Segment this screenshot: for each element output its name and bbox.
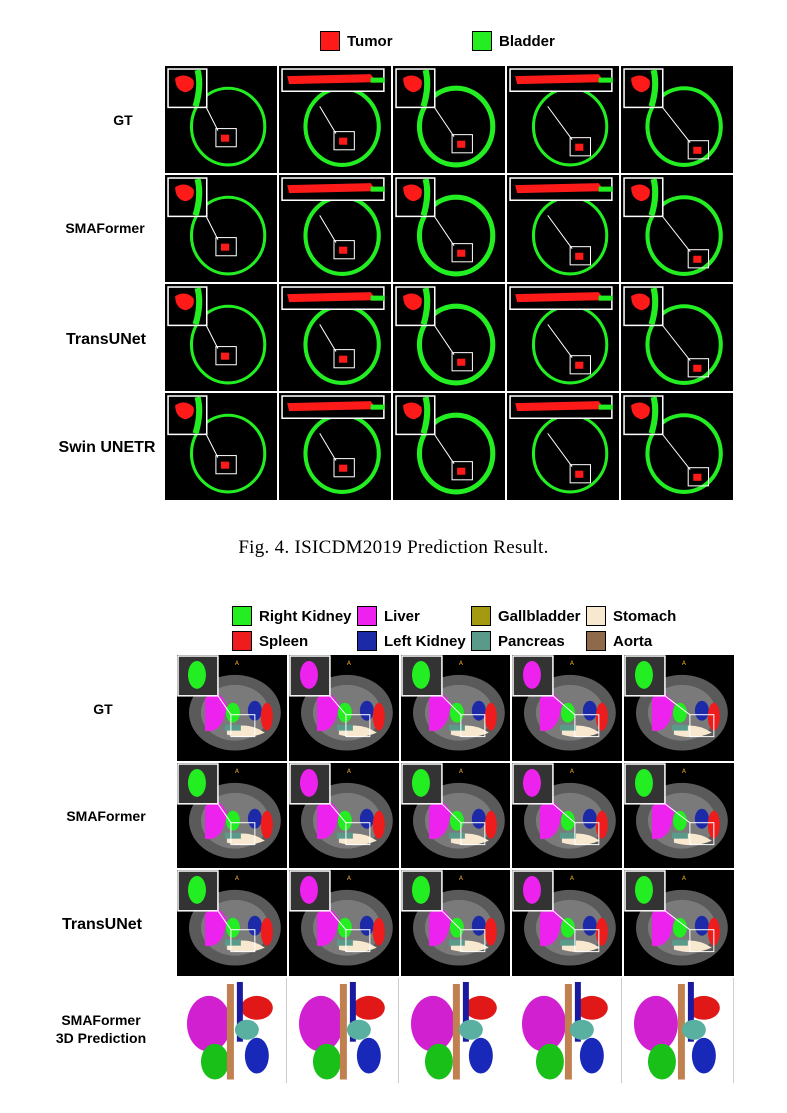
fig5-3d-render-image	[624, 977, 734, 1083]
pancreas-swatch	[471, 631, 491, 651]
tumor-swatch	[320, 31, 340, 51]
liver-swatch	[357, 606, 377, 626]
bladder-swatch	[472, 31, 492, 51]
fig4-panel-image	[507, 66, 619, 173]
gallbladder-swatch	[471, 606, 491, 626]
fig5-ct-panel-image: A	[512, 762, 623, 868]
legend-left-kidney-label: Left Kidney	[384, 632, 466, 650]
svg-text:A: A	[235, 767, 240, 774]
fig5-3d-render-image	[288, 977, 399, 1083]
legend-aorta-label: Aorta	[613, 632, 653, 650]
fig4-panel-image	[393, 393, 505, 500]
fig5-3d-render-image	[177, 977, 287, 1083]
svg-text:A: A	[347, 767, 352, 774]
legend-right-kidney-label: Right Kidney	[259, 607, 352, 625]
fig5-row-label-3d-line2: 3D Prediction	[55, 1029, 147, 1046]
fig5-ct-panel-image: A	[624, 870, 734, 976]
legend-spleen-label: Spleen	[259, 632, 309, 650]
fig5-ct-panel-image: A	[177, 655, 287, 761]
legend-gallbladder: Gallbladder	[471, 606, 581, 626]
svg-text:A: A	[347, 660, 352, 667]
left-kidney-swatch	[357, 631, 377, 651]
legend-liver: Liver	[357, 606, 420, 626]
svg-text:A: A	[235, 660, 240, 667]
svg-text:A: A	[458, 660, 463, 667]
fig4-panel-image	[279, 66, 391, 173]
fig5-ct-panel-image: A	[624, 655, 734, 761]
fig4-row-label-transunet: TransUNet	[65, 331, 147, 348]
legend-pancreas: Pancreas	[471, 631, 565, 651]
fig4-panel-image	[507, 393, 619, 500]
fig5-3d-render-image	[400, 977, 511, 1083]
svg-text:A: A	[458, 875, 463, 882]
fig5-ct-panel-image: A	[288, 655, 399, 761]
fig4-panel-image	[393, 284, 505, 391]
legend-liver-label: Liver	[384, 607, 420, 625]
fig5-ct-panel-image: A	[177, 762, 287, 868]
svg-text:A: A	[570, 875, 575, 882]
legend-aorta: Aorta	[586, 631, 652, 651]
fig4-panel-image	[393, 66, 505, 173]
fig5-row-label-gt: GT	[93, 701, 113, 717]
fig4-panel-image	[279, 284, 391, 391]
stomach-swatch	[586, 606, 606, 626]
legend-gallbladder-label: Gallbladder	[498, 607, 581, 625]
fig5-ct-panel-image: A	[288, 870, 399, 976]
legend-right-kidney: Right Kidney	[232, 606, 352, 626]
fig5-row-label-3d: SMAFormer 3D Prediction	[40, 1012, 162, 1047]
aorta-swatch	[586, 631, 606, 651]
fig4-panel-image	[165, 175, 277, 282]
fig5-ct-panel-image: A	[288, 762, 399, 868]
fig4-panel-image	[507, 175, 619, 282]
legend-tumor: Tumor	[320, 31, 393, 51]
svg-text:A: A	[235, 875, 240, 882]
svg-text:A: A	[570, 660, 575, 667]
fig5-ct-panel-image: A	[512, 655, 623, 761]
fig4-row-label-swin-unetr: Swin UNETR	[58, 439, 156, 456]
svg-text:A: A	[682, 875, 687, 882]
fig4-panel-image	[165, 393, 277, 500]
fig4-caption: Fig. 4. ISICDM2019 Prediction Result.	[238, 537, 549, 558]
svg-text:A: A	[570, 767, 575, 774]
legend-left-kidney: Left Kidney	[357, 631, 466, 651]
fig4-panel-image	[621, 284, 733, 391]
legend-pancreas-label: Pancreas	[498, 632, 565, 650]
fig4-panel-image	[393, 175, 505, 282]
fig4-panel-image	[621, 175, 733, 282]
fig5-ct-panel-image: A	[400, 655, 511, 761]
svg-text:A: A	[682, 767, 687, 774]
fig5-row-label-smaformer: SMAFormer	[66, 808, 146, 824]
fig5-ct-panel-image: A	[400, 762, 511, 868]
fig5-image-grid: A A A A A A A A A A A A A A A	[177, 655, 734, 1083]
fig5-ct-panel-image: A	[177, 870, 287, 976]
svg-text:A: A	[347, 875, 352, 882]
fig5-ct-panel-image: A	[624, 762, 734, 868]
fig4-panel-image	[279, 175, 391, 282]
legend-stomach: Stomach	[586, 606, 676, 626]
spleen-swatch	[232, 631, 252, 651]
fig4-panel-image	[507, 284, 619, 391]
legend-bladder: Bladder	[472, 31, 555, 51]
fig4-panel-image	[165, 66, 277, 173]
fig4-row-label-gt: GT	[113, 112, 133, 128]
fig5-row-label-transunet: TransUNet	[61, 916, 143, 933]
legend-bladder-label: Bladder	[499, 32, 555, 50]
fig5-3d-render-image	[512, 977, 623, 1083]
fig4-panel-image	[621, 66, 733, 173]
right-kidney-swatch	[232, 606, 252, 626]
fig4-panel-image	[621, 393, 733, 500]
fig4-panel-image	[279, 393, 391, 500]
svg-text:A: A	[458, 767, 463, 774]
legend-spleen: Spleen	[232, 631, 308, 651]
legend-stomach-label: Stomach	[613, 607, 677, 625]
fig5-row-label-3d-line1: SMAFormer	[61, 1012, 141, 1028]
legend-tumor-label: Tumor	[347, 32, 393, 50]
fig4-image-grid	[165, 66, 733, 500]
fig5-ct-panel-image: A	[400, 870, 511, 976]
fig4-row-label-smaformer: SMAFormer	[65, 220, 145, 236]
fig4-panel-image	[165, 284, 277, 391]
svg-text:A: A	[682, 660, 687, 667]
fig5-ct-panel-image: A	[512, 870, 623, 976]
